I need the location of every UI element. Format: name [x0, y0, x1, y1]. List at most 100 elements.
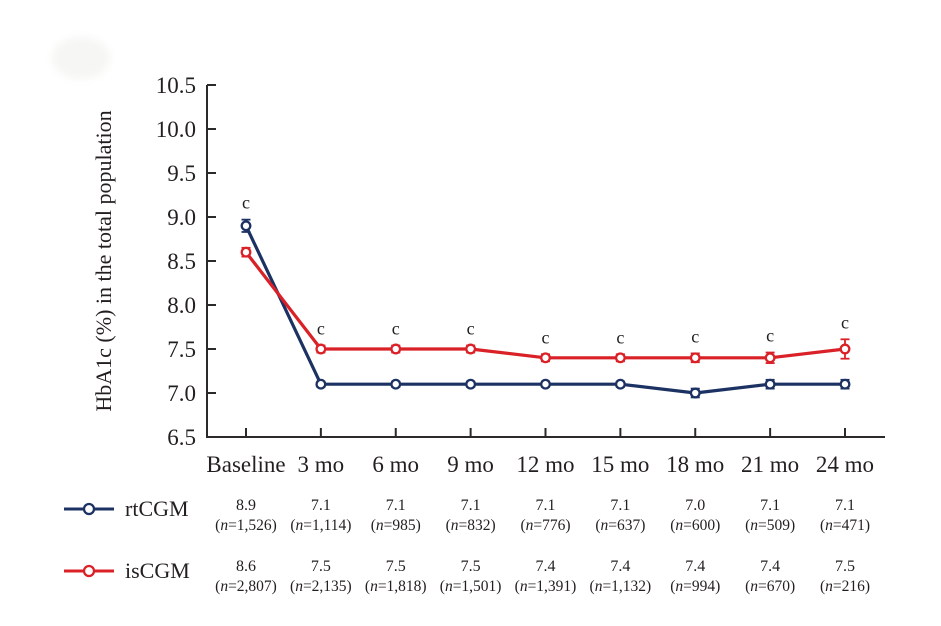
sig-annotation: c [467, 318, 475, 338]
sig-annotation: c [691, 326, 699, 346]
sig-annotation: c [542, 327, 550, 347]
sample-size: (n=1,391) [514, 578, 577, 595]
mean-value: 8.6 [235, 558, 256, 575]
table-cell-isCGM: 7.5 (n=216) [820, 556, 870, 597]
data-point-rtCGM [465, 378, 477, 390]
table-cell-isCGM: 7.5 (n=1,501) [440, 556, 502, 597]
data-point-rtCGM [839, 378, 851, 390]
sample-size: (n=2,135) [290, 578, 352, 595]
sample-size: (n=1,526) [215, 517, 277, 534]
x-tick-label: Baseline [206, 452, 285, 477]
mean-value: 7.1 [460, 497, 481, 514]
mean-value: 7.5 [834, 558, 855, 575]
mean-value: 7.4 [610, 558, 631, 575]
x-tick-label: 24 mo [816, 452, 874, 477]
data-point-isCGM [465, 343, 477, 355]
table-cell-rtCGM: 7.1 (n=832) [446, 495, 496, 536]
data-point-isCGM [839, 343, 851, 355]
sig-annotation: c [766, 326, 774, 346]
table-cell-rtCGM: 7.1 (n=1,114) [290, 495, 351, 536]
mean-value: 7.4 [685, 558, 706, 575]
table-cell-rtCGM: 7.0 (n=600) [670, 495, 720, 536]
mean-value: 7.0 [685, 497, 706, 514]
series-label-rtcgm: rtCGM [125, 496, 189, 521]
x-tick-label: 3 mo [298, 452, 345, 477]
series-label-iscgm: isCGM [125, 558, 190, 583]
data-point-isCGM [614, 352, 626, 364]
sample-size: (n=1,818) [364, 578, 427, 595]
y-axis-title: HbA1c (%) in the total population [91, 110, 116, 411]
iscgm-line-marker-icon [64, 564, 114, 578]
table-cell-rtCGM: 7.1 (n=637) [595, 495, 645, 536]
legend-item-rtcgm: rtCGM [62, 496, 189, 521]
x-tick-label: 6 mo [372, 452, 419, 477]
sig-annotation: c [392, 318, 400, 338]
data-point-isCGM [390, 343, 402, 355]
data-point-rtCGM [315, 378, 327, 390]
y-tick-label: 8.5 [167, 249, 196, 274]
mean-value: 7.4 [535, 558, 556, 575]
table-cell-rtCGM: 8.9 (n=1,526) [215, 495, 277, 536]
table-cell-isCGM: 7.5 (n=2,135) [290, 556, 352, 597]
sample-size: (n=1,114) [290, 517, 352, 534]
plot-area: 10.5 10.0 9.5 9.0 8.5 8.0 7.5 7.0 6.5 Baseline 3 m… [156, 73, 885, 477]
mean-value: 7.4 [760, 558, 781, 575]
y-tick-label: 10.0 [156, 117, 196, 142]
mean-value: 7.1 [760, 497, 781, 514]
mean-value: 8.9 [235, 497, 256, 514]
sig-annotation: c [841, 312, 849, 332]
rtcgm-line-marker-icon [64, 502, 114, 516]
mean-value: 7.1 [385, 497, 406, 514]
data-point-isCGM [764, 352, 776, 364]
table-cell-isCGM: 7.4 (n=670) [745, 556, 795, 597]
sig-annotation: c [616, 327, 624, 347]
x-tick-label: 9 mo [447, 452, 494, 477]
x-tick-label: 15 mo [591, 452, 649, 477]
table-cell-rtCGM: 7.1 (n=985) [371, 495, 421, 536]
sample-size: (n=600) [670, 517, 721, 534]
table-cell-isCGM: 7.5 (n=1,818) [365, 556, 427, 597]
table-cell-rtCGM: 7.1 (n=509) [745, 495, 795, 536]
mean-value: 7.5 [310, 558, 331, 575]
sample-size: (n=670) [745, 578, 796, 595]
line-chart: HbA1c (%) in the total population 10.5 10… [91, 73, 885, 477]
sample-size: (n=985) [370, 517, 421, 534]
mean-value: 7.1 [834, 497, 855, 514]
mean-value: 7.1 [310, 497, 331, 514]
mean-value: 7.1 [535, 497, 556, 514]
legend-item-iscgm: isCGM [62, 558, 190, 583]
y-tick-label: 6.5 [167, 425, 196, 450]
sample-size: (n=216) [819, 578, 871, 595]
mean-value: 7.5 [460, 558, 481, 575]
table-cell-isCGM: 7.4 (n=1,132) [590, 556, 652, 597]
x-tick-label: 21 mo [741, 452, 799, 477]
y-tick-label: 9.5 [167, 161, 196, 186]
data-point-isCGM [689, 352, 701, 364]
data-point-isCGM [540, 352, 551, 364]
sample-size: (n=637) [595, 517, 646, 534]
data-point-rtCGM [689, 387, 701, 399]
data-point-isCGM [315, 343, 327, 355]
data-point-isCGM [240, 246, 252, 258]
data-point-rtCGM [764, 378, 776, 390]
y-tick-label: 8.0 [167, 293, 196, 318]
y-tick-label: 10.5 [156, 73, 196, 98]
y-tick-label: 7.0 [167, 381, 196, 406]
sample-size: (n=509) [745, 517, 796, 534]
table-cell-isCGM: 7.4 (n=994) [670, 556, 720, 597]
sample-size: (n=2,807) [215, 578, 277, 595]
data-point-rtCGM [540, 378, 551, 390]
sample-size: (n=1,132) [589, 578, 652, 595]
mean-value: 7.5 [385, 558, 406, 575]
sig-annotation: c [242, 193, 250, 213]
x-tick-label: 18 mo [666, 452, 724, 477]
sig-annotation: c [317, 318, 325, 338]
data-point-rtCGM [390, 378, 402, 390]
table-cell-isCGM: 8.6 (n=2,807) [215, 556, 277, 597]
sample-size: (n=832) [445, 517, 496, 534]
table-cell-rtCGM: 7.1 (n=471) [820, 495, 870, 536]
sample-size: (n=994) [670, 578, 721, 595]
sample-size: (n=471) [819, 517, 871, 534]
data-point-rtCGM [240, 220, 252, 232]
